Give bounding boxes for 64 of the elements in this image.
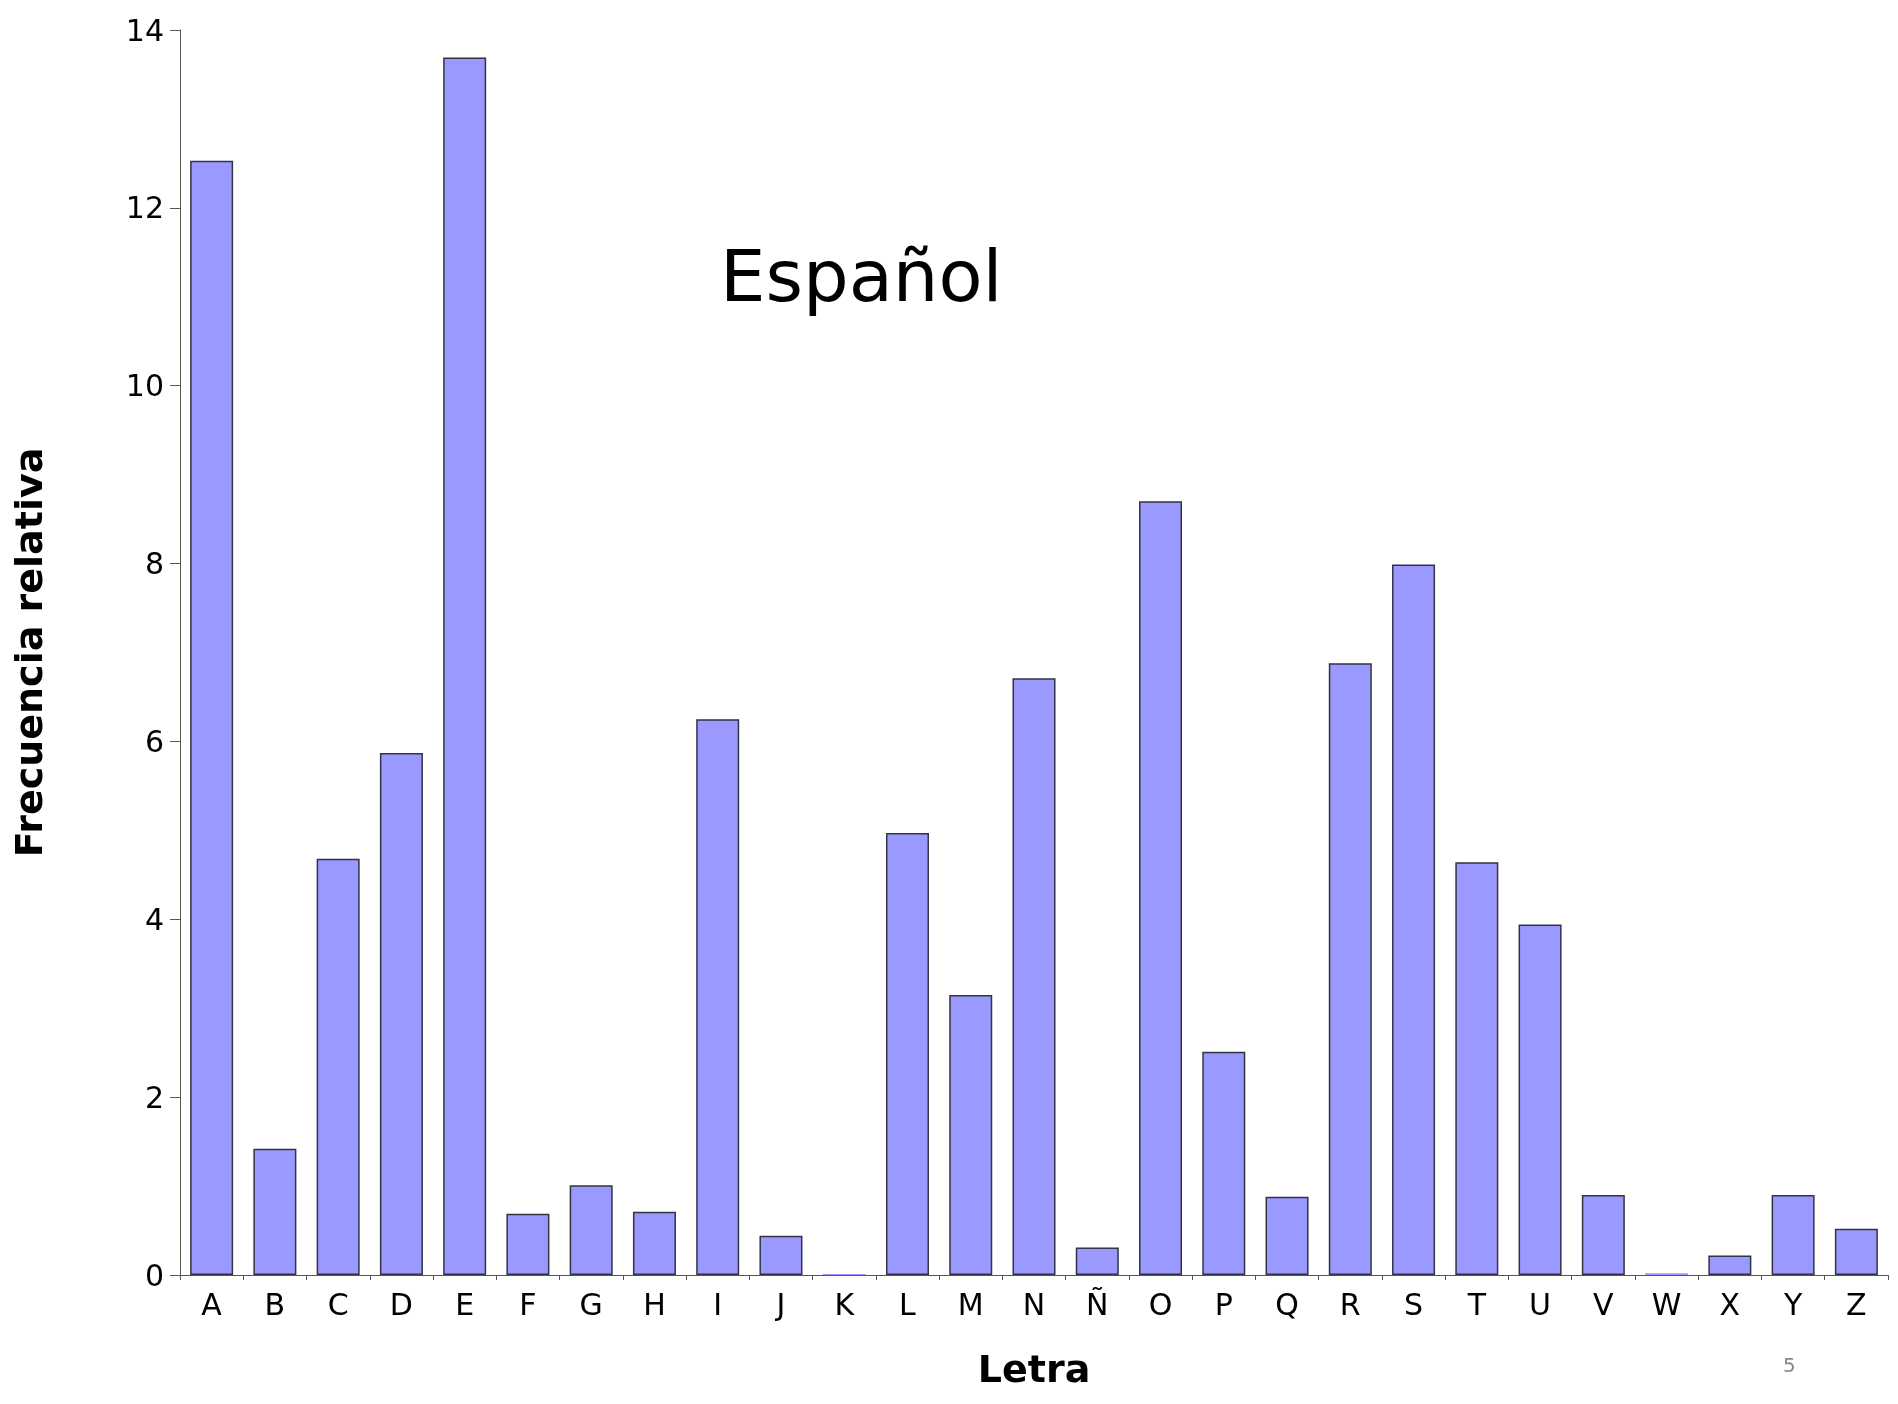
bar	[190, 160, 234, 1275]
bar	[1455, 862, 1499, 1275]
x-tick-label: A	[201, 1286, 223, 1322]
bar	[1075, 1247, 1119, 1275]
bar	[1328, 663, 1372, 1275]
bar	[1708, 1255, 1752, 1275]
bar	[1265, 1196, 1309, 1275]
bar	[1139, 501, 1183, 1275]
bar	[1392, 564, 1436, 1275]
bar	[569, 1185, 613, 1275]
x-tick-label: V	[1593, 1286, 1615, 1322]
y-tick-label: 0	[144, 1257, 164, 1293]
bar	[506, 1213, 550, 1275]
x-tick-label: T	[1466, 1286, 1487, 1322]
x-tick-label: P	[1214, 1286, 1233, 1322]
x-tick-label: F	[519, 1286, 537, 1322]
x-tick-label: U	[1529, 1286, 1552, 1322]
y-tick-label: 8	[144, 546, 164, 582]
y-tick-label: 14	[125, 12, 164, 48]
y-tick-label: 10	[125, 368, 164, 404]
x-tick-label: E	[455, 1286, 475, 1322]
annotation: Español	[720, 234, 1003, 318]
bar	[253, 1148, 297, 1275]
x-tick-label: M	[957, 1286, 984, 1322]
x-tick-label: S	[1404, 1286, 1424, 1322]
y-tick-label: 6	[144, 723, 164, 759]
x-tick-label: K	[834, 1286, 856, 1322]
bar	[696, 719, 740, 1275]
x-tick-label: R	[1339, 1286, 1361, 1322]
y-tick-label: 4	[144, 901, 164, 937]
bar	[1581, 1194, 1625, 1275]
y-tick-label: 2	[144, 1079, 164, 1115]
y-axis-title: Frecuencia relativa	[7, 447, 51, 858]
bar	[1202, 1051, 1246, 1275]
x-tick-label: G	[579, 1286, 603, 1322]
x-tick-label: I	[713, 1286, 723, 1322]
x-tick-label: O	[1148, 1286, 1173, 1322]
x-tick-label: Ñ	[1086, 1286, 1109, 1322]
bar	[759, 1235, 803, 1275]
x-tick-label: Y	[1782, 1286, 1803, 1322]
y-tick-label: 12	[125, 190, 164, 226]
x-axis-title: Letra	[977, 1347, 1091, 1391]
x-tick-label: N	[1022, 1286, 1046, 1322]
x-tick-label: D	[389, 1286, 413, 1322]
bar	[316, 858, 360, 1275]
bar	[1012, 678, 1056, 1275]
bar	[885, 833, 929, 1275]
x-tick-label: W	[1651, 1286, 1682, 1322]
bar	[632, 1211, 676, 1275]
bar	[379, 752, 423, 1275]
x-tick-label: Z	[1846, 1286, 1867, 1322]
x-tick-label: Q	[1275, 1286, 1299, 1322]
x-tick-label: J	[774, 1286, 786, 1322]
bar	[1518, 924, 1562, 1275]
x-tick-label: B	[264, 1286, 286, 1322]
bar	[443, 57, 487, 1275]
x-tick-label: H	[643, 1286, 666, 1322]
x-tick-label: X	[1719, 1286, 1741, 1322]
bar	[1771, 1194, 1815, 1275]
x-tick-label: C	[327, 1286, 349, 1322]
bar	[1834, 1228, 1878, 1275]
bar	[949, 994, 993, 1275]
x-tick-label: L	[899, 1286, 917, 1322]
text: 5	[1783, 1353, 1796, 1377]
